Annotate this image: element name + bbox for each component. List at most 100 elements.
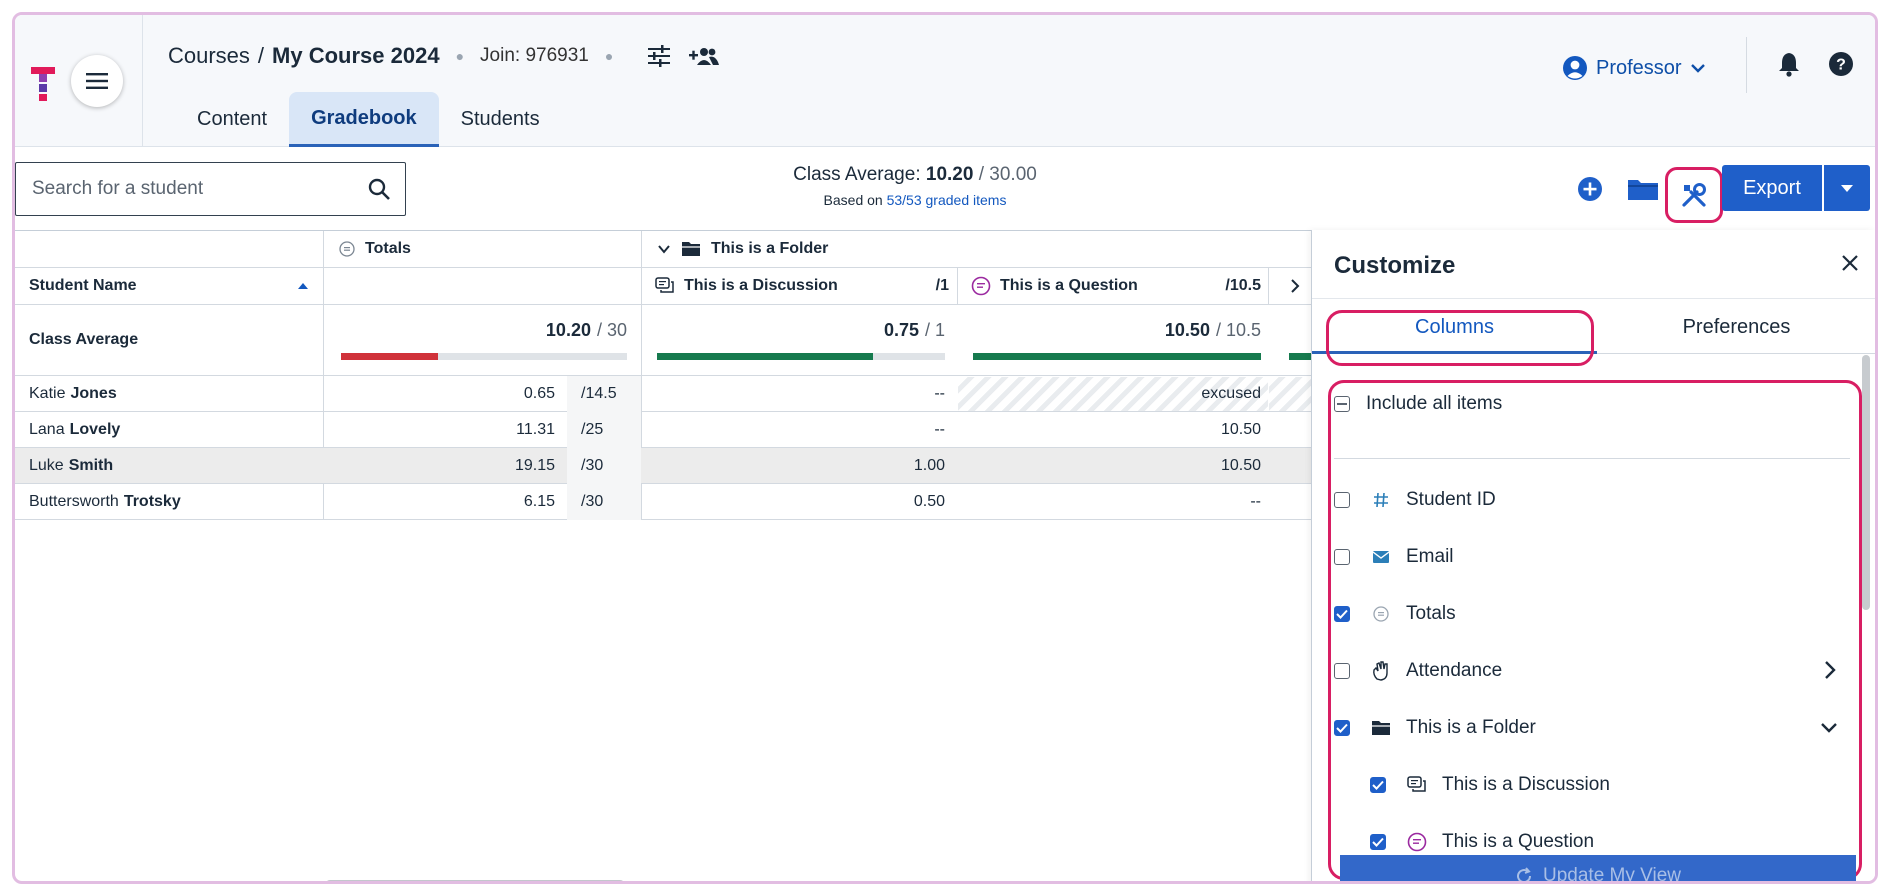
student-question-cell[interactable]: excused	[1201, 385, 1261, 402]
option-label: This is a Folder	[1406, 717, 1536, 738]
class-average-summary: Class Average: 10.20 / 30.00 Based on 53…	[715, 164, 1115, 208]
chevron-right-icon[interactable]	[1290, 279, 1300, 293]
totals-average-den: / 30	[596, 319, 627, 340]
totals-icon	[339, 241, 355, 257]
student-discussion-cell[interactable]: --	[934, 421, 945, 438]
totals-header-label: Totals	[365, 240, 411, 257]
indeterminate-icon	[1337, 403, 1347, 405]
close-icon[interactable]	[1841, 254, 1859, 272]
export-button[interactable]: Export	[1722, 165, 1822, 211]
checkbox-checked[interactable]	[1370, 834, 1386, 850]
checkbox-checked[interactable]	[1334, 720, 1350, 736]
student-question-cell[interactable]: 10.50	[1220, 421, 1261, 438]
column-option-attendance[interactable]: Attendance	[1334, 656, 1854, 686]
option-label: This is a Question	[1442, 831, 1595, 852]
check-icon	[1336, 609, 1348, 619]
checkbox-checked[interactable]	[1334, 606, 1350, 622]
student-total-den: /30	[581, 493, 604, 510]
profile-label: Professor	[1596, 56, 1682, 79]
chevron-down-icon[interactable]	[1820, 722, 1838, 734]
folder-open-icon	[1372, 721, 1390, 735]
hash-icon	[1374, 492, 1388, 508]
student-total-cell[interactable]: 11.31	[516, 421, 555, 438]
selected-row-highlight	[15, 448, 1311, 483]
divider	[1334, 458, 1850, 459]
active-tab-underline	[1312, 351, 1597, 354]
tab-students[interactable]: Students	[460, 108, 540, 130]
course-settings-button[interactable]	[647, 45, 671, 67]
student-total-cell[interactable]: 0.65	[523, 385, 555, 402]
chevron-down-icon[interactable]	[657, 244, 671, 254]
vertical-scrollbar[interactable]	[1862, 355, 1870, 610]
question-column-header[interactable]: This is a Question /10.5	[971, 268, 1261, 304]
check-icon	[1372, 780, 1384, 790]
option-label: Attendance	[1406, 660, 1503, 681]
column-option-question[interactable]: This is a Question	[1370, 827, 1594, 857]
totals-average-bar	[341, 353, 627, 360]
main-menu-button[interactable]	[71, 55, 123, 107]
search-icon[interactable]	[367, 177, 391, 201]
help-icon[interactable]: ?	[1828, 51, 1854, 77]
checkbox[interactable]	[1334, 663, 1350, 679]
folder-column-header[interactable]: This is a Folder	[657, 231, 828, 267]
question-average-den: / 10.5	[1215, 319, 1261, 340]
student-discussion-cell[interactable]: 0.50	[913, 493, 945, 510]
customize-tools-button[interactable]	[1665, 167, 1723, 223]
column-option-student-id[interactable]: Student ID	[1334, 485, 1496, 515]
raised-hand-icon	[1373, 661, 1388, 681]
tab-preferences[interactable]: Preferences	[1682, 315, 1791, 338]
student-total-cell[interactable]: 6.15	[523, 493, 555, 510]
tab-content[interactable]: Content	[197, 108, 268, 130]
course-title: My Course 2024	[272, 43, 440, 68]
graded-items-link[interactable]: 53/53 graded items	[886, 192, 1007, 208]
column-option-discussion[interactable]: This is a Discussion	[1370, 770, 1610, 800]
column-option-folder[interactable]: This is a Folder	[1334, 713, 1854, 743]
student-last-name: Lovely	[69, 421, 121, 438]
discussion-column-header[interactable]: This is a Discussion /1	[655, 268, 949, 304]
update-my-view-button[interactable]: Update My View	[1340, 855, 1856, 881]
include-all-items-option[interactable]: Include all items	[1334, 389, 1502, 419]
discussion-average-bar-fill	[657, 353, 873, 360]
student-question-cell[interactable]: --	[1250, 493, 1261, 510]
add-people-button[interactable]	[689, 46, 720, 66]
export-dropdown-button[interactable]	[1824, 165, 1870, 211]
student-name-cell[interactable]: Luke Smith	[29, 448, 113, 484]
tab-columns[interactable]: Columns	[1415, 315, 1494, 338]
student-total-cell[interactable]: 19.15	[514, 457, 555, 474]
student-name-column-header[interactable]: Student Name	[29, 268, 309, 304]
profile-menu-button[interactable]: Professor	[1562, 51, 1706, 85]
student-first-name: Buttersworth	[29, 493, 119, 510]
tab-gradebook[interactable]: Gradebook	[289, 92, 439, 147]
checkbox[interactable]	[1334, 549, 1350, 565]
option-label: Email	[1406, 546, 1454, 567]
student-discussion-cell[interactable]: 1.00	[913, 457, 945, 474]
sort-ascending-icon[interactable]	[297, 282, 309, 290]
chevron-right-icon[interactable]	[1824, 660, 1836, 680]
discussion-average-cell: 0.75 / 1	[655, 315, 945, 345]
folder-icon[interactable]	[1627, 177, 1659, 201]
student-name-cell[interactable]: Katie Jones	[29, 376, 117, 412]
include-all-checkbox[interactable]	[1334, 396, 1350, 412]
student-name-cell[interactable]: Lana Lovely	[29, 412, 120, 448]
top-bar: Courses / My Course 2024 ● Join: 976931 …	[15, 15, 1875, 147]
student-discussion-cell[interactable]: --	[934, 385, 945, 402]
add-circle-icon[interactable]	[1577, 176, 1603, 202]
class-average-total: / 30.00	[978, 164, 1037, 185]
student-question-cell[interactable]: 10.50	[1220, 457, 1261, 474]
divider	[142, 15, 143, 147]
student-name-cell[interactable]: Buttersworth Trotsky	[29, 484, 181, 520]
column-option-totals[interactable]: Totals	[1334, 599, 1456, 629]
divider	[1746, 37, 1747, 93]
breadcrumb-courses-link[interactable]: Courses	[168, 43, 250, 68]
student-first-name: Luke	[29, 457, 64, 474]
checkbox[interactable]	[1334, 492, 1350, 508]
horizontal-scrollbar[interactable]	[325, 880, 625, 881]
student-last-name: Jones	[70, 385, 117, 402]
search-input[interactable]	[30, 177, 367, 201]
checkbox-checked[interactable]	[1370, 777, 1386, 793]
question-icon	[971, 276, 991, 296]
class-average-label: Class Average:	[793, 164, 921, 185]
column-option-email[interactable]: Email	[1334, 542, 1454, 572]
notifications-bell-icon[interactable]	[1777, 51, 1801, 77]
columns-list-highlight-ring	[1328, 380, 1862, 880]
